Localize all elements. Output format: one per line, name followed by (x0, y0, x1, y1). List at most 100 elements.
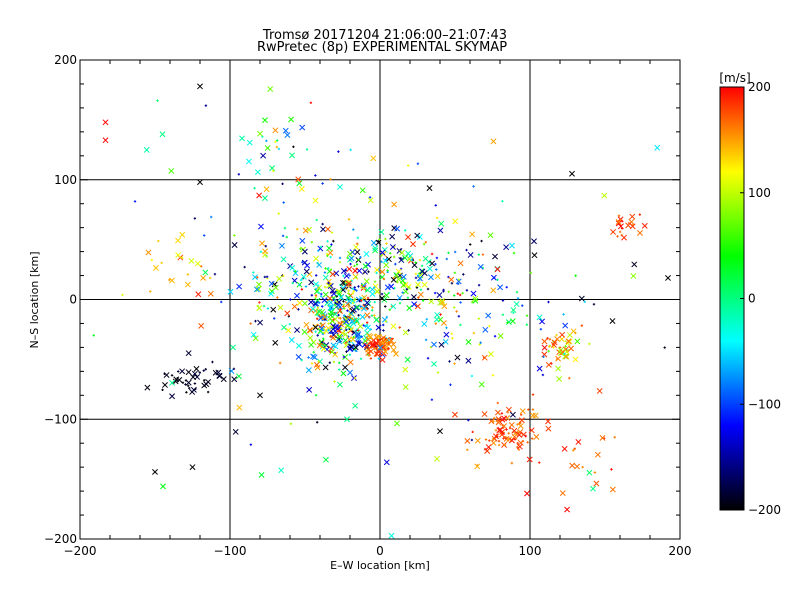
data-point (548, 338, 552, 341)
data-point (321, 328, 324, 331)
data-point (360, 335, 363, 339)
data-point (424, 338, 428, 342)
data-point (369, 357, 373, 360)
data-point (348, 343, 354, 350)
data-point (414, 272, 417, 276)
data-point (255, 286, 262, 293)
data-point (574, 338, 581, 345)
data-point (414, 261, 417, 264)
data-point (316, 342, 323, 349)
data-point (355, 289, 358, 292)
data-point (369, 341, 376, 348)
data-point (384, 237, 387, 241)
data-point (264, 244, 267, 248)
data-point (253, 286, 260, 293)
data-point (256, 276, 259, 279)
data-point (470, 290, 477, 297)
data-point (262, 304, 266, 308)
data-point (312, 351, 315, 354)
data-point (314, 330, 317, 333)
data-point (354, 304, 361, 311)
data-point (541, 344, 548, 351)
data-point (429, 260, 436, 267)
data-point (445, 326, 448, 329)
data-point (456, 292, 459, 295)
data-point (468, 243, 472, 246)
data-point (497, 333, 504, 339)
data-point (448, 276, 455, 283)
data-point (488, 439, 491, 442)
data-point (390, 337, 394, 341)
data-point (312, 281, 319, 288)
data-point (609, 318, 616, 325)
data-point (338, 361, 341, 365)
data-point (292, 270, 299, 277)
data-point (492, 416, 496, 420)
data-point (654, 144, 661, 151)
data-point (374, 266, 380, 273)
data-point (276, 296, 279, 299)
data-point (574, 331, 577, 335)
data-point (516, 431, 523, 438)
data-point (425, 259, 432, 265)
data-point (530, 437, 534, 440)
data-point (337, 316, 341, 320)
data-point (343, 272, 350, 279)
data-point (369, 286, 376, 293)
data-point (349, 262, 352, 266)
data-point (383, 292, 390, 299)
data-point (191, 370, 198, 377)
data-point (431, 360, 437, 367)
data-point (583, 300, 586, 304)
data-point (414, 276, 418, 280)
data-point (337, 313, 340, 317)
data-point (288, 116, 295, 123)
data-point (102, 119, 109, 126)
data-point (533, 433, 540, 440)
data-point (250, 331, 257, 338)
data-point (276, 275, 283, 282)
data-point (337, 329, 340, 333)
data-point (466, 448, 469, 452)
data-point (267, 86, 274, 93)
data-point (462, 273, 465, 276)
data-point (380, 254, 383, 257)
data-point (296, 180, 303, 187)
data-point (328, 345, 334, 352)
data-point (541, 351, 548, 358)
data-point (562, 313, 565, 316)
data-point (342, 355, 346, 359)
data-point (332, 239, 335, 243)
data-point (407, 329, 410, 332)
data-point (144, 384, 151, 391)
data-point (435, 268, 438, 271)
data-point (353, 264, 356, 268)
data-point (360, 286, 363, 289)
data-point (314, 274, 318, 277)
data-point (172, 378, 179, 385)
data-point (477, 283, 481, 287)
data-point (310, 294, 314, 297)
data-point (277, 212, 280, 215)
data-point (365, 324, 371, 331)
data-point (347, 218, 351, 221)
data-point (506, 410, 509, 414)
data-point (328, 361, 332, 364)
data-point (482, 326, 489, 333)
data-point (352, 273, 359, 280)
data-point (314, 287, 318, 291)
data-point (609, 486, 616, 493)
data-point (524, 434, 527, 438)
data-point (177, 370, 180, 373)
data-point (282, 274, 285, 278)
data-point (417, 291, 424, 298)
data-point (364, 299, 371, 306)
data-point (393, 287, 396, 290)
data-point (573, 447, 576, 450)
data-point (407, 286, 411, 289)
data-point (528, 427, 535, 434)
data-point (289, 264, 296, 271)
data-point (195, 291, 202, 298)
data-point (434, 273, 441, 280)
data-point (210, 215, 213, 219)
